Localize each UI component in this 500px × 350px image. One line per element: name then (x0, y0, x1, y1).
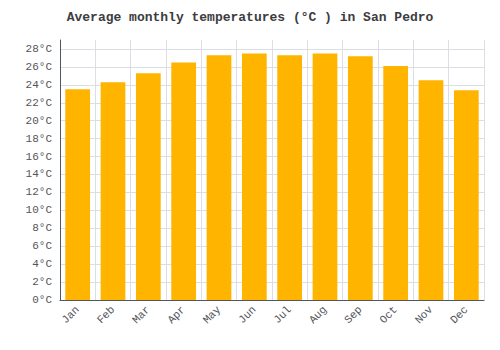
svg-text:6°C: 6°C (32, 240, 52, 252)
svg-text:Jan: Jan (59, 304, 81, 326)
svg-text:12°C: 12°C (26, 186, 53, 198)
svg-text:Aug: Aug (307, 304, 329, 326)
svg-text:0°C: 0°C (32, 294, 52, 306)
svg-text:24°C: 24°C (26, 79, 53, 91)
svg-text:20°C: 20°C (26, 115, 53, 127)
svg-text:Mar: Mar (130, 304, 152, 326)
svg-text:Apr: Apr (165, 304, 187, 326)
svg-text:Dec: Dec (448, 304, 470, 326)
svg-text:22°C: 22°C (26, 97, 53, 109)
svg-text:10°C: 10°C (26, 204, 53, 216)
svg-text:Nov: Nov (413, 303, 436, 326)
svg-text:26°C: 26°C (26, 61, 53, 73)
svg-text:Jun: Jun (236, 304, 258, 326)
svg-text:28°C: 28°C (26, 43, 53, 55)
svg-text:18°C: 18°C (26, 133, 53, 145)
svg-text:2°C: 2°C (32, 276, 52, 288)
svg-text:Jul: Jul (271, 304, 293, 326)
svg-text:Average monthly temperatures (: Average monthly temperatures (°C ) in Sa… (67, 10, 434, 25)
svg-text:4°C: 4°C (32, 258, 52, 270)
svg-text:16°C: 16°C (26, 151, 53, 163)
svg-text:14°C: 14°C (26, 168, 53, 180)
svg-text:Feb: Feb (95, 304, 117, 326)
svg-text:Oct: Oct (377, 304, 399, 326)
svg-text:May: May (201, 303, 224, 326)
svg-text:Sep: Sep (342, 304, 364, 326)
svg-text:8°C: 8°C (32, 222, 52, 234)
